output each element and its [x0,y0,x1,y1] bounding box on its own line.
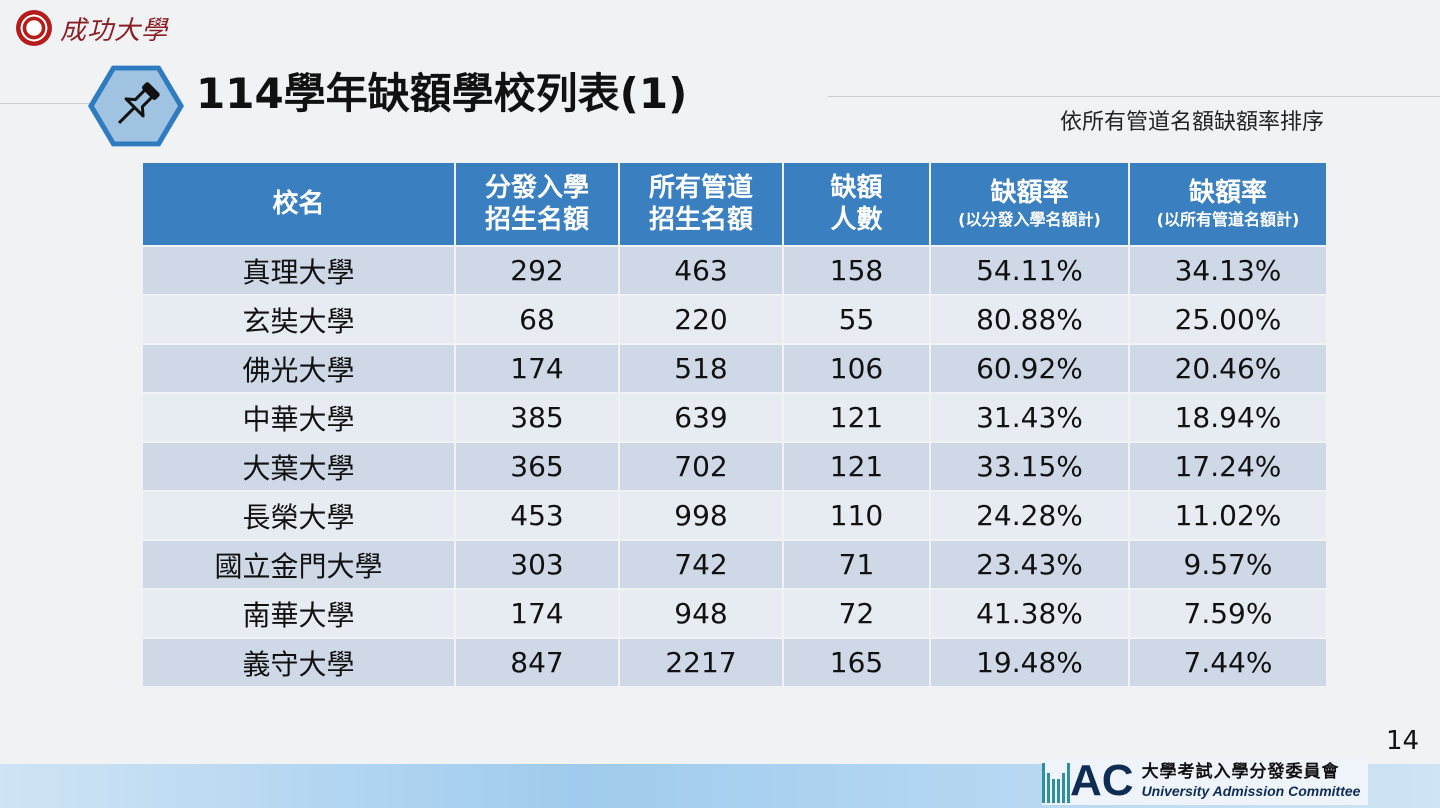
table-row: 南華大學 174 948 72 41.38% 7.59% [143,590,1326,637]
rate-allocation-cell: 80.88% [931,296,1128,343]
divider-left [0,103,100,104]
all-channels-quota-cell: 702 [620,443,782,490]
shortfall-count-cell: 72 [784,590,929,637]
table-row: 長榮大學 453 998 110 24.28% 11.02% [143,492,1326,539]
header-rate-all-channels: 缺額率 (以所有管道名額計) [1130,163,1326,245]
shortfall-count-cell: 121 [784,394,929,441]
rate-all-channels-cell: 9.57% [1130,541,1326,588]
school-name-cell: 佛光大學 [143,345,454,392]
school-name-cell: 南華大學 [143,590,454,637]
shortfall-count-cell: 158 [784,247,929,294]
rate-all-channels-cell: 7.44% [1130,639,1326,686]
uac-name-zh: 大學考試入學分發委員會 [1141,762,1340,783]
table-row: 真理大學 292 463 158 54.11% 34.13% [143,247,1326,294]
school-name-cell: 大葉大學 [143,443,454,490]
rate-all-channels-cell: 17.24% [1130,443,1326,490]
school-name-cell: 國立金門大學 [143,541,454,588]
all-channels-quota-cell: 463 [620,247,782,294]
university-seal-icon [16,10,52,46]
rate-allocation-cell: 31.43% [931,394,1128,441]
rate-allocation-cell: 24.28% [931,492,1128,539]
rate-allocation-cell: 33.15% [931,443,1128,490]
rate-allocation-cell: 60.92% [931,345,1128,392]
shortfall-count-cell: 106 [784,345,929,392]
table-row: 國立金門大學 303 742 71 23.43% 9.57% [143,541,1326,588]
allocation-quota-cell: 174 [456,590,618,637]
page-number: 14 [1386,726,1420,756]
header-shortfall-count: 缺額 人數 [784,163,929,245]
allocation-quota-cell: 365 [456,443,618,490]
rate-all-channels-cell: 18.94% [1130,394,1326,441]
rate-all-channels-cell: 20.46% [1130,345,1326,392]
allocation-quota-cell: 847 [456,639,618,686]
allocation-quota-cell: 303 [456,541,618,588]
header-rate-allocation: 缺額率 (以分發入學名額計) [931,163,1128,245]
all-channels-quota-cell: 220 [620,296,782,343]
allocation-quota-cell: 174 [456,345,618,392]
uac-logo: AC 大學考試入學分發委員會 University Admission Comm… [1042,757,1369,805]
header-allocation-quota: 分發入學 招生名額 [456,163,618,245]
allocation-quota-cell: 453 [456,492,618,539]
rate-all-channels-cell: 11.02% [1130,492,1326,539]
shortfall-count-cell: 121 [784,443,929,490]
school-name-cell: 玄奘大學 [143,296,454,343]
rate-all-channels-cell: 25.00% [1130,296,1326,343]
uac-letters: AC [1070,756,1134,805]
school-name-cell: 真理大學 [143,247,454,294]
all-channels-quota-cell: 998 [620,492,782,539]
rate-allocation-cell: 19.48% [931,639,1128,686]
all-channels-quota-cell: 948 [620,590,782,637]
table-row: 佛光大學 174 518 106 60.92% 20.46% [143,345,1326,392]
allocation-quota-cell: 68 [456,296,618,343]
uac-logo-icon: AC [1042,759,1134,803]
shortfall-count-cell: 71 [784,541,929,588]
shortfall-count-cell: 55 [784,296,929,343]
shortfall-count-cell: 110 [784,492,929,539]
table-row: 中華大學 385 639 121 31.43% 18.94% [143,394,1326,441]
header-all-channels-quota: 所有管道 招生名額 [620,163,782,245]
all-channels-quota-cell: 2217 [620,639,782,686]
all-channels-quota-cell: 639 [620,394,782,441]
allocation-quota-cell: 292 [456,247,618,294]
rate-allocation-cell: 41.38% [931,590,1128,637]
table-header-row: 校名 分發入學 招生名額 所有管道 招生名額 缺額 人數 缺額率 (以分發入學名… [143,163,1326,245]
rate-allocation-cell: 54.11% [931,247,1128,294]
shortfall-table: 校名 分發入學 招生名額 所有管道 招生名額 缺額 人數 缺額率 (以分發入學名… [141,161,1328,688]
divider-right [828,96,1440,97]
uac-name-en: University Admission Committee [1141,782,1361,799]
table-row: 大葉大學 365 702 121 33.15% 17.24% [143,443,1326,490]
all-channels-quota-cell: 742 [620,541,782,588]
rate-allocation-cell: 23.43% [931,541,1128,588]
pushpin-icon [94,70,178,142]
sort-note: 依所有管道名額缺額率排序 [1059,110,1324,135]
university-logo: 成功大學 [16,8,168,48]
page-title: 114學年缺額學校列表(1) [196,69,688,118]
rate-all-channels-cell: 7.59% [1130,590,1326,637]
header-school-name: 校名 [143,163,454,245]
all-channels-quota-cell: 518 [620,345,782,392]
allocation-quota-cell: 385 [456,394,618,441]
school-name-cell: 長榮大學 [143,492,454,539]
school-name-cell: 義守大學 [143,639,454,686]
table-row: 玄奘大學 68 220 55 80.88% 25.00% [143,296,1326,343]
shortfall-count-cell: 165 [784,639,929,686]
university-name: 成功大學 [60,15,169,46]
table-row: 義守大學 847 2217 165 19.48% 7.44% [143,639,1326,686]
rate-all-channels-cell: 34.13% [1130,247,1326,294]
school-name-cell: 中華大學 [143,394,454,441]
